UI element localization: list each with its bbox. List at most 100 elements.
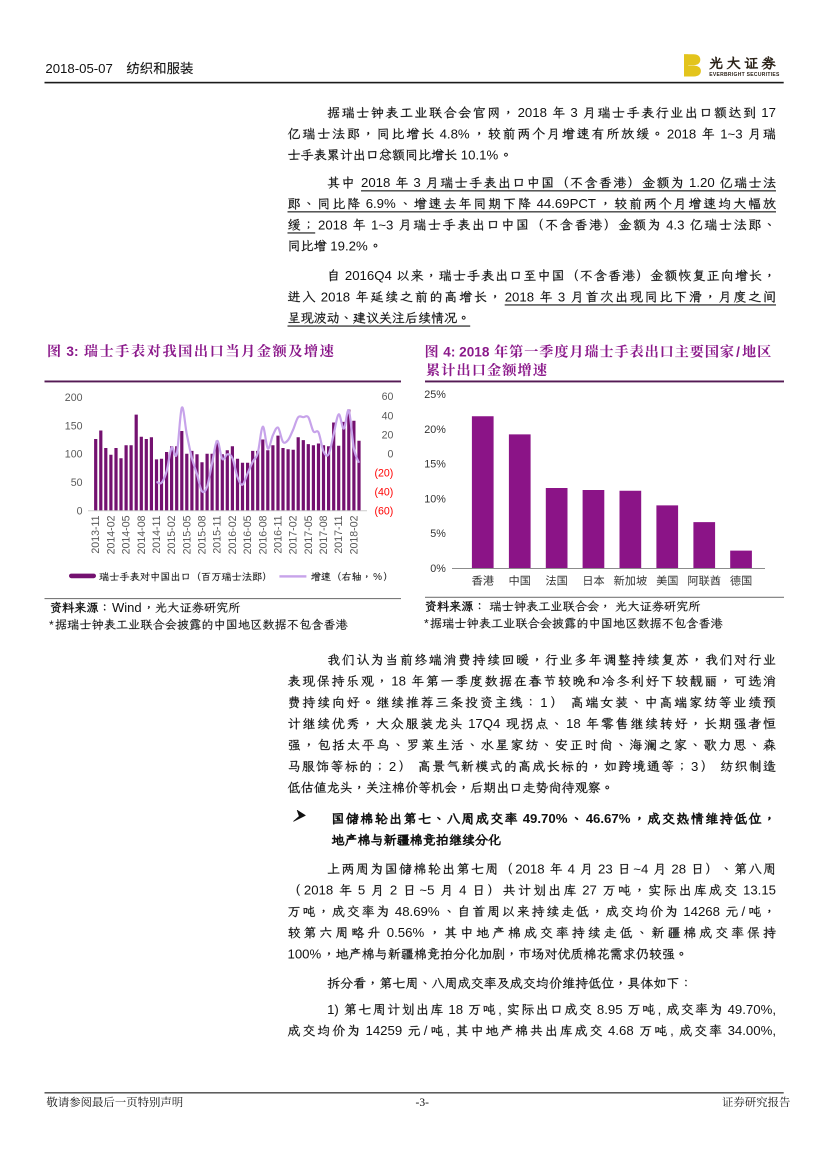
- svg-text:2016-11: 2016-11: [273, 515, 285, 553]
- svg-text:/: /: [736, 345, 740, 360]
- svg-text:60: 60: [382, 391, 394, 403]
- svg-text:2015-05: 2015-05: [181, 515, 193, 554]
- svg-text:-3-: -3-: [416, 1097, 430, 1109]
- svg-text:2017-11: 2017-11: [333, 515, 345, 553]
- svg-text:2018: 2018: [318, 217, 347, 232]
- svg-text:100: 100: [65, 449, 83, 461]
- svg-text:4: 2018: 4: 2018: [443, 345, 490, 360]
- svg-text:27: 27: [582, 883, 597, 898]
- svg-text:2017-05: 2017-05: [303, 515, 315, 554]
- svg-text:3: 3: [570, 105, 577, 120]
- svg-text:100%: 100%: [288, 947, 322, 962]
- svg-text:50: 50: [71, 477, 83, 489]
- svg-text:1~3: 1~3: [371, 217, 393, 232]
- svg-text:/: /: [742, 904, 746, 919]
- svg-text:44.69PCT: 44.69PCT: [537, 196, 596, 211]
- svg-text:13.15: 13.15: [743, 883, 776, 898]
- svg-text:*: *: [424, 617, 429, 631]
- svg-text:2018: 2018: [667, 126, 696, 141]
- svg-text:,: ,: [670, 1023, 674, 1038]
- svg-text:3: 3: [558, 289, 565, 304]
- svg-text:23: 23: [598, 861, 613, 876]
- svg-text:1: 1: [540, 695, 547, 710]
- svg-text:150: 150: [65, 420, 83, 432]
- svg-text:2014-08: 2014-08: [136, 515, 148, 554]
- svg-text:2: 2: [390, 883, 397, 898]
- svg-text:2: 2: [389, 759, 396, 774]
- svg-text:0: 0: [388, 448, 394, 460]
- svg-text:49.70%,: 49.70%,: [728, 1002, 776, 1017]
- svg-text:3: 3: [413, 175, 420, 190]
- svg-text:17Q4: 17Q4: [468, 716, 500, 731]
- svg-text:19.2%: 19.2%: [330, 238, 368, 253]
- svg-text:2016-02: 2016-02: [227, 515, 239, 554]
- svg-text:,: ,: [658, 1002, 662, 1017]
- svg-text:40: 40: [382, 410, 394, 422]
- svg-text:2018: 2018: [518, 105, 547, 120]
- svg-text:,: ,: [447, 1023, 451, 1038]
- svg-text:14268: 14268: [683, 904, 720, 919]
- svg-text:2018: 2018: [304, 883, 333, 898]
- svg-text:0%: 0%: [430, 563, 446, 575]
- svg-text:2018: 2018: [321, 289, 350, 304]
- svg-text:~4: ~4: [633, 861, 648, 876]
- svg-text:2018-05-07: 2018-05-07: [45, 61, 112, 76]
- svg-text:8.95: 8.95: [597, 1002, 623, 1017]
- svg-text:1): 1): [327, 1002, 339, 1017]
- svg-text:,: ,: [498, 1002, 502, 1017]
- svg-text:2013-11: 2013-11: [90, 515, 102, 553]
- svg-text:(60): (60): [375, 505, 394, 517]
- svg-text:*: *: [49, 618, 54, 632]
- svg-text:49.70%: 49.70%: [523, 811, 568, 826]
- svg-text:2017-02: 2017-02: [288, 515, 300, 554]
- svg-text:0: 0: [77, 505, 83, 517]
- svg-text:4: 4: [568, 861, 575, 876]
- svg-text:%: %: [373, 572, 382, 583]
- svg-text:4: 4: [459, 883, 466, 898]
- svg-text:~5: ~5: [419, 883, 434, 898]
- svg-text:4.3: 4.3: [666, 217, 684, 232]
- svg-text:2014-05: 2014-05: [121, 515, 133, 554]
- svg-text:18: 18: [391, 674, 406, 689]
- svg-text:34.00%,: 34.00%,: [728, 1023, 776, 1038]
- svg-text:Wind: Wind: [112, 600, 142, 615]
- svg-text:18: 18: [566, 716, 581, 731]
- svg-text:(40): (40): [375, 486, 394, 498]
- svg-text:3: 3: [691, 759, 698, 774]
- svg-text:/: /: [424, 1023, 428, 1038]
- svg-text:4.8%: 4.8%: [440, 126, 470, 141]
- svg-text:2018: 2018: [515, 861, 544, 876]
- svg-text:10%: 10%: [424, 493, 446, 505]
- svg-text:2015-02: 2015-02: [166, 515, 178, 554]
- svg-text:2014-11: 2014-11: [151, 515, 163, 553]
- svg-text:3:: 3:: [66, 344, 78, 359]
- svg-text:2015-11: 2015-11: [212, 515, 224, 553]
- svg-text:2016-08: 2016-08: [257, 515, 269, 554]
- svg-text:17: 17: [761, 105, 776, 120]
- svg-text:18: 18: [448, 1002, 463, 1017]
- svg-text:1.20: 1.20: [689, 175, 715, 190]
- svg-text:2018: 2018: [361, 175, 390, 190]
- svg-text:28: 28: [671, 861, 686, 876]
- svg-text:2015-08: 2015-08: [197, 515, 209, 554]
- svg-text:2016Q4: 2016Q4: [345, 268, 392, 283]
- svg-text:2018-02: 2018-02: [348, 515, 360, 554]
- svg-text:2018: 2018: [505, 289, 534, 304]
- svg-text:10.1%: 10.1%: [461, 147, 499, 162]
- svg-text:5: 5: [358, 883, 365, 898]
- svg-text:1~3: 1~3: [720, 126, 742, 141]
- svg-text:14259: 14259: [366, 1023, 403, 1038]
- svg-text:2017-08: 2017-08: [318, 515, 330, 554]
- svg-text:48.69%: 48.69%: [395, 904, 440, 919]
- svg-text:46.67%: 46.67%: [586, 811, 631, 826]
- svg-text:4.68: 4.68: [608, 1023, 634, 1038]
- svg-text:20: 20: [382, 429, 394, 441]
- svg-text:2016-05: 2016-05: [242, 515, 254, 554]
- svg-text:25%: 25%: [424, 389, 446, 401]
- svg-text:0.56%: 0.56%: [387, 925, 425, 940]
- svg-text:15%: 15%: [424, 459, 446, 471]
- svg-text:2014-02: 2014-02: [105, 515, 117, 554]
- svg-text:6.9%: 6.9%: [366, 196, 396, 211]
- svg-text:EVERBRIGHT SECURITIES: EVERBRIGHT SECURITIES: [709, 72, 780, 78]
- svg-text:20%: 20%: [424, 424, 446, 436]
